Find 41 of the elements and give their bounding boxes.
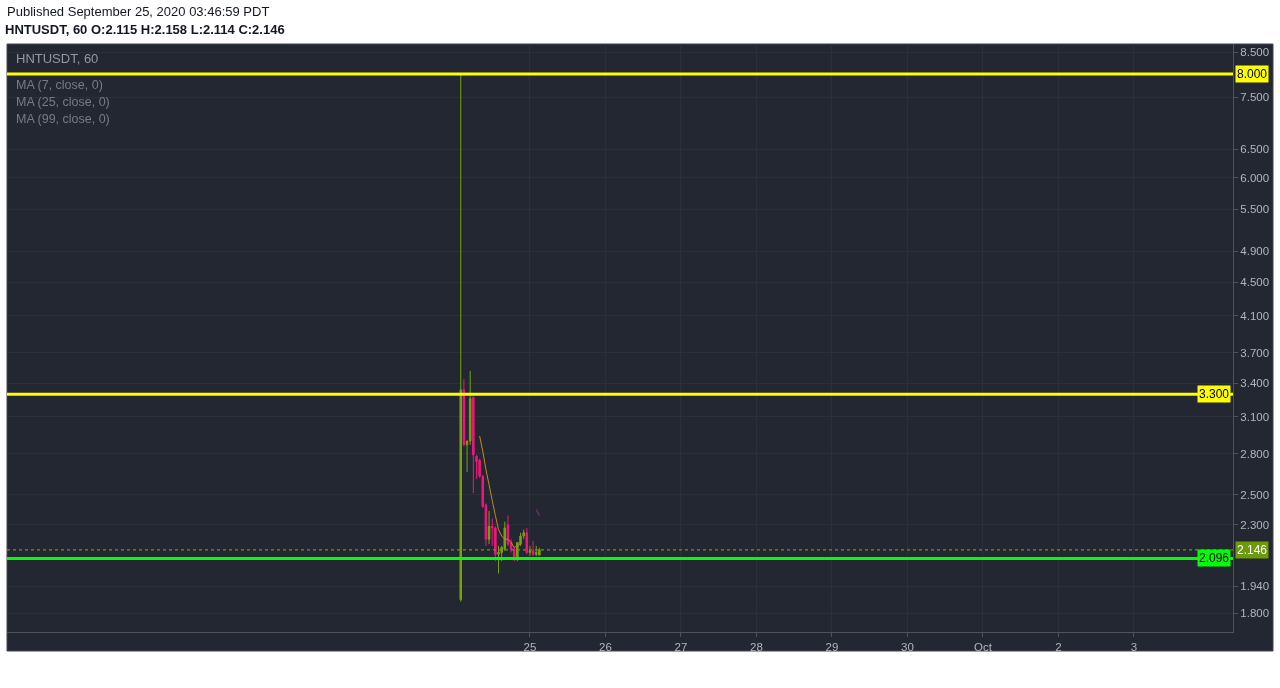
- candlestick: [462, 378, 466, 447]
- x-tick-label: 27: [674, 640, 688, 653]
- x-tick-label: 28: [750, 640, 763, 653]
- annotation: HNTUSDT, 60: [16, 51, 99, 66]
- y-tick-label: 6.000: [1240, 172, 1270, 184]
- x-tick-label: 2: [1055, 640, 1062, 653]
- text: Published September 25, 2020 03:46:59 PDT: [7, 4, 270, 19]
- ref-line-label: 8.000: [1237, 67, 1268, 81]
- y-tick-label: 2.500: [1240, 488, 1270, 501]
- y-tick-label: 3.100: [1240, 410, 1270, 423]
- y-tick-label: 7.500: [1240, 91, 1270, 104]
- y-tick-label: 5.500: [1240, 203, 1270, 216]
- x-tick-label: Oct: [973, 640, 993, 653]
- candlestick: [525, 527, 529, 555]
- x-tick-label: 29: [825, 640, 839, 653]
- annotation: MA (25, close, 0): [16, 95, 110, 109]
- y-tick-label: 3.700: [1240, 346, 1270, 359]
- y-tick-label: 3.400: [1240, 377, 1270, 390]
- y-tick-label: 8.500: [1240, 46, 1270, 59]
- y-tick-label: 4.900: [1240, 245, 1270, 258]
- x-tick-label: 30: [901, 640, 914, 653]
- ref-line-label: 3.300: [1199, 387, 1230, 401]
- y-tick-label: 1.800: [1240, 607, 1270, 620]
- x-tick-label: 3: [1130, 640, 1138, 653]
- chart-title: HNTUSDT, 60 O:2.115 H:2.158 L:2.114 C:2.146: [5, 21, 285, 37]
- ref-line-label: 2.146: [1237, 543, 1268, 557]
- y-tick-label: 6.500: [1240, 143, 1270, 156]
- ref-line-label: 2.096: [1199, 551, 1230, 565]
- candlestick: [472, 395, 475, 494]
- y-tick-label: 1.940: [1240, 580, 1270, 593]
- y-tick-label: 4.500: [1240, 276, 1270, 289]
- y-tick-label: 2.300: [1240, 518, 1270, 531]
- y-tick-label: 4.100: [1240, 309, 1270, 322]
- annotation: MA (99, close, 0): [16, 112, 110, 126]
- annotation: MA (7, close, 0): [16, 78, 103, 92]
- candlestick: [531, 540, 535, 557]
- y-tick-label: 2.800: [1240, 447, 1270, 460]
- x-tick-label: 25: [523, 640, 537, 653]
- x-tick-label: 26: [599, 640, 612, 653]
- candlestick: [487, 510, 491, 545]
- line-series: [479, 435, 522, 548]
